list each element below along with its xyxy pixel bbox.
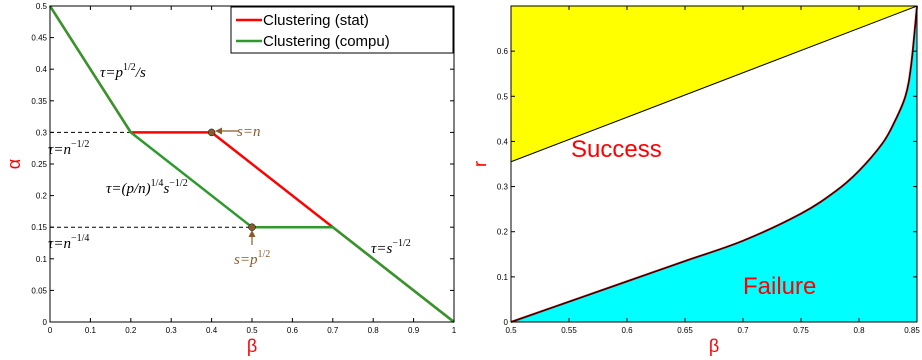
marked-point xyxy=(207,128,216,137)
label-s-n: s=n xyxy=(237,124,260,140)
left-chart: 0 0.1 0.2 0.3 0.4 0.5 0.6 0.7 0.8 0.9 1 0 0.05 0.1 0.… xyxy=(4,2,457,356)
left-y-tick-label: 0.05 xyxy=(31,286,47,295)
right-x-tick-label: 0.85 xyxy=(904,326,920,335)
left-y-tick-label: 0.15 xyxy=(31,223,47,232)
left-x-tick-label: 1 xyxy=(452,326,457,335)
right-y-tick-label: 0.2 xyxy=(497,228,509,237)
left-x-tick-label: 0 xyxy=(48,326,53,335)
left-x-tick-label: 0.6 xyxy=(287,326,299,335)
annotation-tau-pn-quarter: τ=(p/n)1/4s−1/2 xyxy=(106,178,188,197)
left-y-ticks: 0 0.05 0.1 0.15 0.2 0.25 0.3 0.35 0.4 0.45 0.5 xyxy=(31,2,454,327)
left-y-tick-label: 0.3 xyxy=(36,128,48,137)
right-plot-frame xyxy=(510,5,918,323)
legend-box xyxy=(230,6,454,54)
right-x-tick-label: 0.55 xyxy=(561,326,577,335)
right-x-axis-label: β xyxy=(709,336,719,356)
failure-label: Failure xyxy=(743,273,816,300)
left-y-tick-label: 0.45 xyxy=(31,34,47,43)
right-x-ticks: 0.5 0.55 0.6 0.65 0.7 0.75 0.8 0.85 xyxy=(505,6,920,335)
right-x-tick-label: 0.8 xyxy=(853,326,865,335)
left-y-tick-label: 0.25 xyxy=(31,160,47,169)
left-x-tick-label: 0.1 xyxy=(85,326,97,335)
right-y-tick-label: 0.6 xyxy=(497,47,509,56)
right-y-tick-label: 0.5 xyxy=(497,92,509,101)
left-annotations: τ=p1/2/s τ=n−1/2 τ=(p/n)1/4s−1/2 τ=n−1/4… xyxy=(48,62,411,257)
left-legend: Clustering (stat) Clustering (compu) xyxy=(230,6,454,54)
success-label: Success xyxy=(571,136,662,163)
right-y-ticks: 0 0.1 0.2 0.3 0.4 0.5 0.6 xyxy=(497,47,917,327)
right-x-tick-label: 0.75 xyxy=(793,326,809,335)
right-x-tick-label: 0.5 xyxy=(505,326,517,335)
left-y-tick-label: 0.2 xyxy=(36,192,48,201)
failure-boundary-line-inner xyxy=(510,5,918,323)
left-y-tick-label: 0.35 xyxy=(31,97,47,106)
success-boundary-line xyxy=(510,5,918,163)
point-label-s-n: s=n xyxy=(215,124,260,140)
right-y-tick-label: 0.4 xyxy=(497,137,509,146)
left-y-tick-label: 0 xyxy=(43,318,48,327)
left-y-axis-label: α xyxy=(4,159,24,169)
left-y-tick-label: 0.5 xyxy=(36,2,48,11)
left-y-tick-label: 0.4 xyxy=(36,65,48,74)
right-x-tick-label: 0.6 xyxy=(621,326,633,335)
right-chart: 0.5 0.55 0.6 0.65 0.7 0.75 0.8 0.85 00.10.20.30… xyxy=(470,5,920,356)
right-y-tick-label: 0.1 xyxy=(497,273,509,282)
arrowhead-s-n xyxy=(215,127,222,135)
left-x-axis-label: β xyxy=(247,336,257,356)
right-x-tick-label: 0.7 xyxy=(737,326,749,335)
left-y-tick-label: 0.1 xyxy=(36,255,48,264)
annotation-tau-p-over-s: τ=p1/2/s xyxy=(100,62,146,81)
arrowhead-s-p xyxy=(248,230,256,237)
left-x-tick-label: 0.3 xyxy=(166,326,178,335)
failure-region xyxy=(511,6,917,322)
left-x-tick-label: 0.5 xyxy=(246,326,258,335)
right-y-tick-label: 0 xyxy=(504,318,509,327)
legend-label-compu: Clustering (compu) xyxy=(263,33,390,50)
marked-point xyxy=(248,223,256,231)
right-y-axis-label: r xyxy=(470,161,490,167)
left-x-ticks: 0 0.1 0.2 0.3 0.4 0.5 0.6 0.7 0.8 0.9 1 xyxy=(48,6,457,335)
left-x-tick-label: 0.4 xyxy=(206,326,218,335)
left-x-tick-label: 0.8 xyxy=(368,326,380,335)
left-x-tick-label: 0.9 xyxy=(408,326,420,335)
left-x-tick-label: 0.2 xyxy=(125,326,137,335)
right-x-tick-label: 0.65 xyxy=(677,326,693,335)
right-y-tick-label: 0.3 xyxy=(497,183,509,192)
left-x-tick-label: 0.7 xyxy=(327,326,339,335)
legend-label-stat: Clustering (stat) xyxy=(263,12,369,29)
